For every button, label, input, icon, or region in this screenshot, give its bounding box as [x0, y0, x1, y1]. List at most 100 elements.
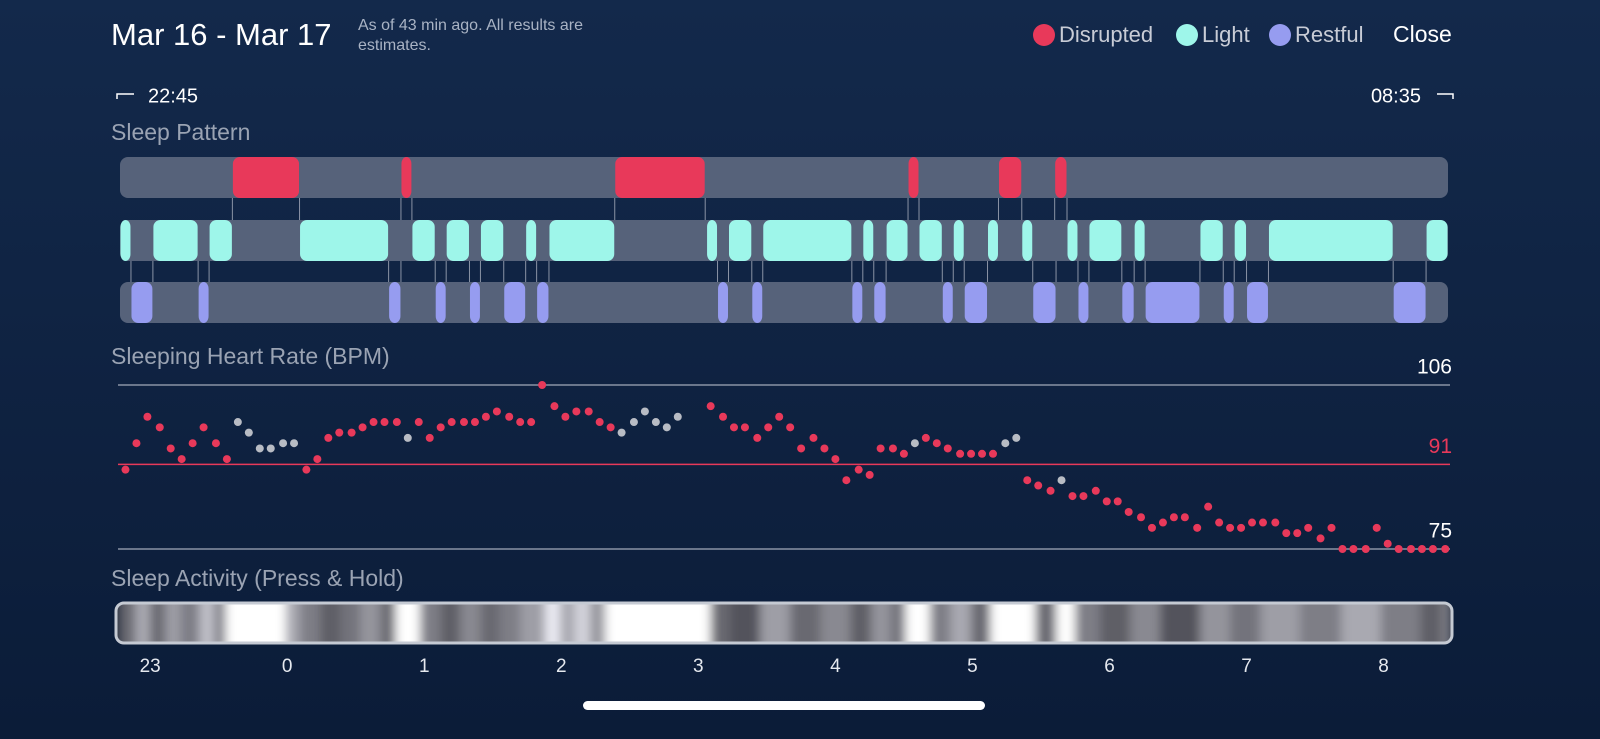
- heart-rate-point: [629, 418, 638, 427]
- heart-rate-point: [1102, 497, 1111, 506]
- heart-rate-point: [1282, 529, 1291, 538]
- activity-band: [905, 603, 931, 643]
- stage-segment: [1200, 220, 1223, 261]
- heart-rate-point: [1316, 534, 1325, 543]
- stage-segment: [1234, 220, 1247, 261]
- heart-rate-point: [266, 444, 275, 453]
- activity-band: [544, 603, 561, 643]
- x-tick-label: 6: [1104, 656, 1115, 677]
- heart-rate-point: [1113, 497, 1122, 506]
- heart-rate-point: [797, 444, 806, 453]
- heart-rate-point: [876, 444, 885, 453]
- heart-rate-point: [481, 412, 490, 421]
- heart-rate-point: [1226, 523, 1235, 532]
- activity-band: [1260, 603, 1301, 643]
- activity-band: [559, 603, 576, 643]
- title: Mar 16 - Mar 17: [111, 17, 332, 52]
- stage-segment: [232, 157, 300, 198]
- activity-band: [118, 603, 136, 643]
- heart-rate-point: [1372, 523, 1381, 532]
- legend-label: Restful: [1295, 22, 1363, 47]
- heart-rate-point: [1428, 545, 1437, 553]
- heart-rate-point: [943, 444, 952, 453]
- activity-band: [871, 603, 891, 643]
- heart-rate-point: [121, 465, 130, 474]
- x-tick-label: 2: [556, 656, 567, 677]
- activity-band: [1056, 603, 1076, 643]
- activity-band: [380, 603, 396, 643]
- heart-rate-point: [640, 407, 649, 416]
- stage-segment: [863, 220, 874, 261]
- heart-rate-point: [1406, 545, 1415, 553]
- heart-rate-point: [753, 433, 762, 442]
- y-tick-label: 106: [1417, 356, 1452, 379]
- stage-segment: [480, 220, 504, 261]
- heart-rate-point: [358, 423, 367, 432]
- heart-rate-point: [324, 433, 333, 442]
- activity-band: [590, 603, 606, 643]
- heart-rate-point: [561, 412, 570, 421]
- heart-rate-point: [978, 449, 987, 458]
- activity-band: [760, 603, 791, 643]
- activity-band: [929, 603, 952, 643]
- heart-rate-point: [809, 433, 818, 442]
- stage-segment: [964, 282, 988, 323]
- stage-segment: [469, 282, 480, 323]
- heart-rate-point: [729, 423, 738, 432]
- stage-segment: [1145, 282, 1200, 323]
- activity-band: [180, 603, 200, 643]
- heart-rate-point: [155, 423, 164, 432]
- end-time: 08:35: [1371, 85, 1421, 107]
- heart-rate-point: [1304, 523, 1313, 532]
- activity-band: [395, 603, 421, 643]
- heart-rate-point: [313, 455, 322, 464]
- stage-segment: [209, 220, 232, 261]
- stage-segment: [537, 282, 549, 323]
- legend-dot: [1033, 24, 1055, 46]
- heart-rate-point: [403, 433, 412, 442]
- stage-segment: [435, 282, 446, 323]
- activity-border: [114, 601, 1454, 645]
- activity-band: [285, 603, 301, 643]
- heart-rate-point: [1158, 518, 1167, 527]
- heart-rate-point: [1237, 523, 1246, 532]
- heart-rate-point: [1204, 502, 1213, 511]
- heart-rate-point: [1338, 545, 1347, 553]
- stage-segment: [120, 220, 131, 261]
- heart-rate-point: [505, 412, 514, 421]
- activity-band: [214, 603, 227, 643]
- heart-rate-point: [1147, 523, 1156, 532]
- stage-segment: [549, 220, 615, 261]
- legend-dot: [1269, 24, 1291, 46]
- heart-rate-point: [899, 449, 908, 458]
- heart-rate-point: [1271, 518, 1280, 527]
- heart-rate-point: [335, 428, 344, 437]
- activity-band: [990, 603, 1036, 643]
- heart-rate-point: [706, 402, 715, 411]
- activity-band: [1035, 603, 1057, 643]
- heart-rate-point: [550, 402, 559, 411]
- heart-rate-point: [1046, 486, 1055, 495]
- heart-rate-point: [1057, 476, 1066, 485]
- close-button[interactable]: Close: [1393, 21, 1452, 47]
- stage-segment: [300, 220, 389, 261]
- heart-rate-point: [584, 407, 593, 416]
- activity-strip[interactable]: [118, 598, 1452, 648]
- activity-band: [1441, 603, 1452, 643]
- heart-rate-point: [831, 455, 840, 464]
- stage-segment: [412, 220, 435, 261]
- stage-segment: [942, 282, 953, 323]
- stage-segment: [446, 220, 469, 261]
- heart-rate-point: [380, 418, 389, 427]
- x-tick-label: 5: [967, 656, 978, 677]
- activity-band: [820, 603, 851, 643]
- heart-rate-point: [651, 418, 660, 427]
- stage-segment: [153, 220, 198, 261]
- legend-label: Disrupted: [1059, 22, 1153, 47]
- section-title[interactable]: Sleep Activity (Press & Hold): [111, 565, 404, 591]
- activity-band: [1199, 603, 1231, 643]
- heart-rate-point: [606, 423, 615, 432]
- stage-segment: [1268, 220, 1393, 261]
- heart-rate-point: [967, 449, 976, 458]
